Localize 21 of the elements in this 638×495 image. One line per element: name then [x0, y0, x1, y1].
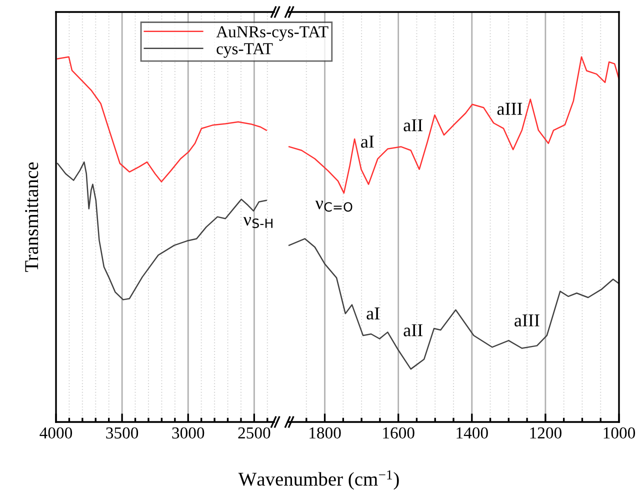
- y-axis-title: Transmittance: [25, 162, 38, 272]
- x-tick-label: 3500: [106, 427, 138, 439]
- x-tick-label: 1200: [530, 427, 562, 439]
- legend-label: AuNRs-cys-TAT: [216, 26, 328, 41]
- x-tick-label: 1600: [383, 427, 414, 439]
- x-tick-label: 4000: [40, 427, 72, 439]
- x-axis-title: Wavenumber (cm$^{−1}$): [238, 470, 399, 490]
- legend-label: cys-TAT: [216, 43, 273, 58]
- x-tick-label: 1800: [310, 427, 341, 439]
- x-tick-label: 2500: [238, 427, 270, 439]
- annotation: aI: [366, 308, 380, 320]
- annotation: aIII: [497, 102, 522, 115]
- annotation: ν$_{S-H}$: [243, 217, 272, 228]
- x-tick-label: 3000: [172, 427, 204, 439]
- annotation: aIII: [514, 314, 540, 326]
- annotation: aII: [404, 324, 422, 336]
- annotation: aI: [361, 136, 374, 148]
- x-tick-label: 1000: [604, 427, 636, 439]
- annotation: ν$_{C=O}$: [315, 200, 352, 212]
- annotation: aII: [404, 119, 422, 132]
- x-tick-label: 1400: [456, 427, 488, 439]
